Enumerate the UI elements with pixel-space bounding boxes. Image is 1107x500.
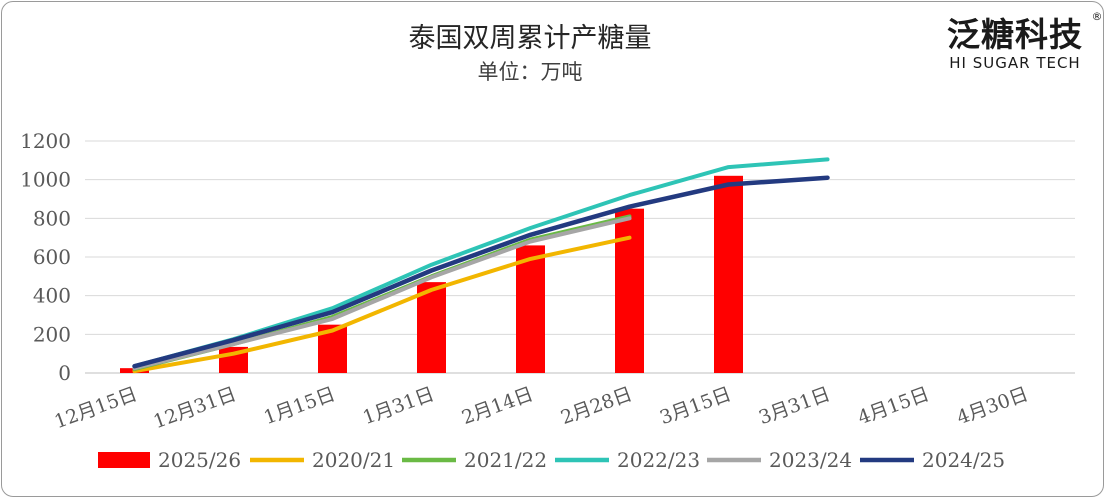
x-tick-label: 2月14日 — [459, 383, 536, 429]
x-tick-label: 1月31日 — [360, 383, 437, 429]
y-tick-label: 0 — [58, 361, 71, 385]
legend-label: 2021/22 — [464, 448, 547, 472]
legend-label: 2023/24 — [769, 448, 852, 472]
legend-item-2022-23: 2022/23 — [555, 448, 700, 472]
brand-name: 泛糖科技 — [947, 15, 1083, 54]
x-tick-label: 12月31日 — [151, 383, 240, 433]
y-tick-label: 200 — [33, 322, 71, 346]
line-series — [132, 157, 830, 374]
bar-2025-26 — [615, 208, 644, 373]
legend-item-2025-26: 2025/26 — [98, 448, 241, 472]
legend-swatch — [98, 452, 150, 468]
x-tick-label: 4月30日 — [954, 383, 1031, 429]
x-tick-label: 3月15日 — [657, 383, 734, 429]
legend-label: 2022/23 — [617, 448, 700, 472]
y-tick-label: 1000 — [20, 168, 71, 192]
bar-2025-26 — [714, 175, 743, 373]
legend-item-2020-21: 2020/21 — [250, 448, 395, 472]
brand-logo: 泛糖科技 HI SUGAR TECH ® — [947, 10, 1103, 72]
legend: 2025/26 2020/21 2021/22 2022/23 2023/24 2024/… — [98, 448, 1005, 472]
x-tick-label: 4月15日 — [855, 383, 932, 429]
line-2023-24 — [132, 216, 632, 371]
y-tick-label: 800 — [33, 206, 71, 230]
legend-item-2024-25: 2024/25 — [860, 448, 1005, 472]
bar-2025-26 — [417, 282, 446, 373]
x-tick-label: 12月15日 — [52, 383, 141, 433]
legend-label: 2020/21 — [312, 448, 395, 472]
x-tick-label: 1月15日 — [261, 383, 338, 429]
y-axis-ticks: 0 200 400 600 800 1000 1200 — [20, 129, 71, 385]
line-2024-25 — [132, 175, 830, 369]
chart-subtitle: 单位：万吨 — [478, 60, 583, 84]
y-tick-label: 400 — [33, 284, 71, 308]
legend-item-2021-22: 2021/22 — [402, 448, 547, 472]
bar-2025-26 — [516, 245, 545, 373]
legend-item-2023-24: 2023/24 — [707, 448, 852, 472]
legend-label: 2024/25 — [922, 448, 1005, 472]
brand-tagline: HI SUGAR TECH — [949, 54, 1080, 72]
line-2020-21 — [132, 235, 632, 374]
y-tick-label: 1200 — [20, 129, 71, 153]
x-axis-ticks: 12月15日 12月31日 1月15日 1月31日 2月14日 2月28日 3月15日 3月3… — [52, 383, 1032, 433]
registered-mark: ® — [1092, 10, 1103, 23]
chart-title: 泰国双周累计产糖量 — [409, 23, 652, 54]
y-tick-label: 600 — [33, 245, 71, 269]
x-tick-label: 2月28日 — [558, 383, 635, 429]
legend-label: 2025/26 — [158, 448, 241, 472]
x-tick-label: 3月31日 — [756, 383, 833, 429]
